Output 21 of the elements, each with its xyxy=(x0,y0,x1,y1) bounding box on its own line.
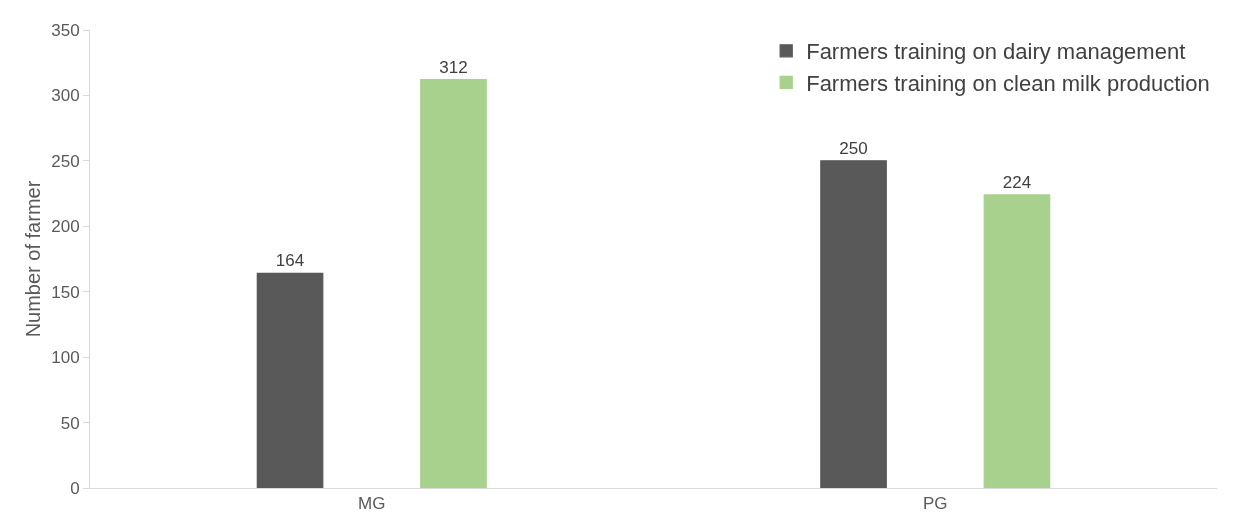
y-tick-label: 150 xyxy=(51,282,80,302)
bar xyxy=(983,194,1051,488)
legend-label: Farmers training on dairy management xyxy=(806,39,1186,65)
data-label: 224 xyxy=(1002,172,1032,192)
y-axis-title: Number of farmer xyxy=(22,180,44,338)
data-label: 250 xyxy=(839,138,868,158)
bar xyxy=(820,160,887,488)
legend-label: Farmers training on clean milk production xyxy=(806,70,1210,96)
y-tick-label: 250 xyxy=(51,151,80,171)
y-tick-label: 100 xyxy=(51,348,80,368)
data-label: 164 xyxy=(275,251,305,271)
x-tick-label: MG xyxy=(358,494,386,514)
data-label: 312 xyxy=(439,57,468,77)
bar xyxy=(256,272,324,488)
y-tick-label: 350 xyxy=(51,20,80,40)
y-tick-label: 0 xyxy=(70,478,80,498)
x-tick-label: PG xyxy=(922,494,948,514)
bar xyxy=(420,79,487,488)
y-tick-label: 50 xyxy=(60,413,80,433)
y-tick-label: 300 xyxy=(51,86,80,106)
y-tick-label: 200 xyxy=(51,217,80,237)
